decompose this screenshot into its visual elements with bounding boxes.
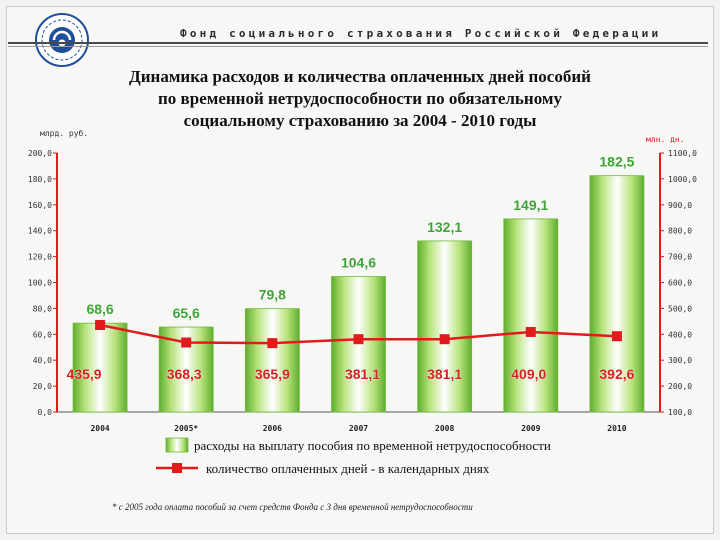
line-value-label: 368,3 (167, 366, 202, 382)
right-axis-tick-label: 800,0 (668, 227, 692, 236)
line-point-marker (181, 337, 192, 348)
category-label: 2009 (521, 424, 540, 433)
bar-value-label: 182,5 (599, 154, 634, 170)
title-line-2: по временной нетрудоспособности по обяза… (158, 89, 562, 108)
left-axis-tick-label: 100,0 (28, 279, 52, 288)
line-point-marker (611, 331, 622, 342)
left-axis-unit: млрд. руб. (40, 128, 88, 138)
footnote: * с 2005 года оплата пособий за счет сре… (112, 502, 473, 512)
bar (503, 218, 559, 413)
left-axis-tick-label: 80,0 (33, 304, 52, 313)
left-axis-tick-label: 180,0 (28, 175, 52, 184)
right-axis-tick-label: 900,0 (668, 201, 692, 210)
right-axis-tick-label: 300,0 (668, 356, 692, 365)
right-axis-tick-label: 1100,0 (668, 149, 697, 158)
line-value-label: 435,9 (67, 366, 102, 382)
line-point-marker (95, 320, 106, 331)
left-axis-tick-label: 120,0 (28, 253, 52, 262)
category-label: 2006 (263, 424, 282, 433)
line-point-marker (267, 338, 278, 349)
line-point-marker (353, 334, 364, 345)
bar-value-label: 79,8 (259, 287, 286, 303)
right-axis-tick-label: 600,0 (668, 279, 692, 288)
line-value-label: 381,1 (427, 366, 462, 382)
right-axis-tick-label: 100,0 (668, 408, 692, 417)
category-label: 2004 (90, 424, 109, 433)
line-value-label: 381,1 (345, 366, 380, 382)
bar (244, 308, 300, 413)
bar (331, 276, 386, 413)
left-axis-tick-label: 200,0 (28, 149, 52, 158)
bar-value-label: 149,1 (513, 197, 548, 213)
bar (589, 175, 645, 413)
right-axis-tick-label: 1000,0 (668, 175, 697, 184)
line-point-marker (439, 334, 450, 345)
legend-line-label: количество оплаченных дней - в календарн… (206, 461, 490, 476)
bar (417, 240, 473, 413)
bar-value-label: 68,6 (86, 301, 113, 317)
right-axis-tick-label: 500,0 (668, 304, 692, 313)
bar-value-label: 104,6 (341, 255, 376, 271)
bar-value-label: 132,1 (427, 219, 462, 235)
line-point-marker (525, 326, 536, 337)
left-axis-tick-label: 20,0 (33, 382, 52, 391)
right-axis-tick-label: 700,0 (668, 253, 692, 262)
bar (72, 322, 128, 413)
header-divider (8, 42, 708, 44)
left-axis-tick-label: 160,0 (28, 201, 52, 210)
left-axis-tick-label: 60,0 (33, 330, 52, 339)
category-label: 2007 (349, 424, 368, 433)
legend-bar-label: расходы на выплату пособия по временной … (194, 438, 551, 453)
right-axis-unit: млн. дн. (646, 135, 685, 144)
line-value-label: 409,0 (511, 366, 546, 382)
title-line-1: Динамика расходов и количества оплаченны… (129, 67, 591, 86)
legend-bar-swatch (165, 437, 189, 453)
header-divider-thin (8, 46, 708, 47)
organization-name: Фонд социального страхования Российской … (180, 27, 662, 40)
bar-value-label: 65,6 (173, 305, 200, 321)
left-axis-tick-label: 140,0 (28, 227, 52, 236)
legend-line-marker (172, 463, 182, 473)
category-label: 2005* (174, 424, 198, 433)
left-axis-tick-label: 40,0 (33, 356, 52, 365)
chart-title: Динамика расходов и количества оплаченны… (80, 66, 640, 132)
left-axis-tick-label: 0,0 (38, 408, 53, 417)
category-label: 2008 (435, 424, 454, 433)
title-line-3: социальному страхованию за 2004 - 2010 г… (183, 111, 537, 130)
line-value-label: 392,6 (599, 366, 634, 382)
category-label: 2010 (607, 424, 626, 433)
line-value-label: 365,9 (255, 366, 290, 382)
right-axis-tick-label: 200,0 (668, 382, 692, 391)
right-axis-tick-label: 400,0 (668, 330, 692, 339)
